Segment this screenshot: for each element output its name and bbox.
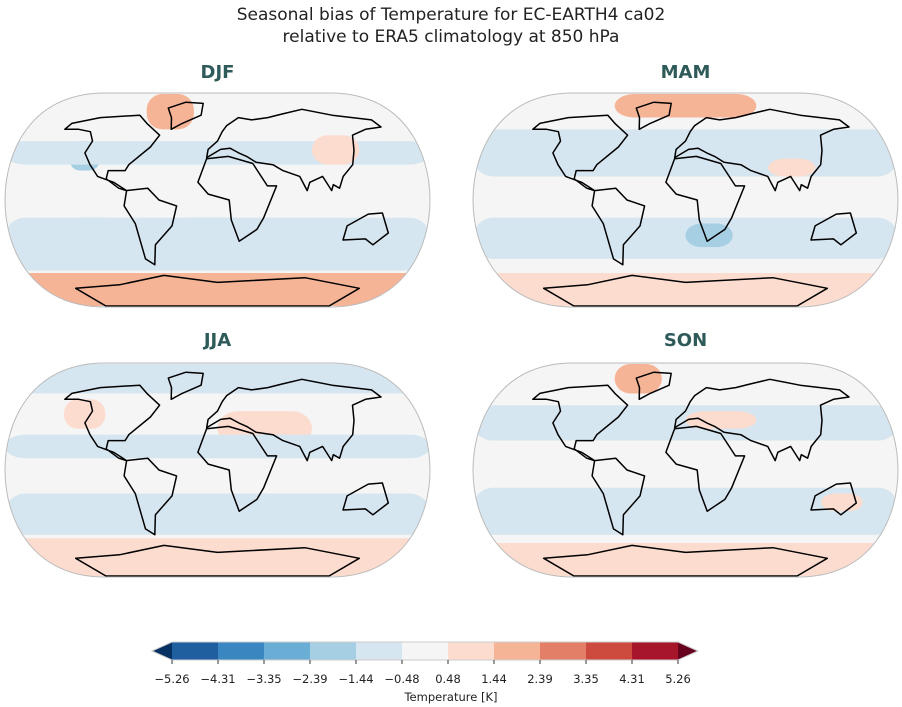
bias-region <box>5 141 430 165</box>
coastline-eurasia <box>205 108 382 192</box>
panel-title-mam: MAM <box>660 62 711 83</box>
coastline-antarctica <box>74 274 361 307</box>
map-boundary <box>4 362 431 578</box>
colorbar-segment <box>218 642 265 660</box>
coastline-north-america <box>532 114 629 192</box>
colorbar-under-arrow <box>152 642 172 660</box>
coastline-north-america <box>64 384 161 462</box>
map-djf <box>4 92 431 308</box>
map-boundary <box>4 92 431 308</box>
colorbar-segment <box>402 642 449 660</box>
coastline-africa <box>197 425 278 512</box>
colorbar-segment <box>586 642 633 660</box>
coastline-eurasia <box>673 108 850 192</box>
colorbar-tick-label: −0.48 <box>384 672 420 686</box>
coastline-greenland <box>635 101 672 131</box>
coastline-south-america <box>591 187 646 266</box>
colorbar-label: Temperature [K] <box>404 690 498 704</box>
coastline-australia <box>342 212 390 246</box>
colorbar-segment <box>264 642 311 660</box>
colorbar-tick-label: −4.31 <box>200 672 236 686</box>
bias-region <box>5 364 430 394</box>
colorbar-tick-label: 2.39 <box>527 672 553 686</box>
coastline-eurasia <box>205 378 382 462</box>
colorbar-segment <box>540 642 587 660</box>
colorbar <box>150 641 700 664</box>
colorbar-segment <box>356 642 403 660</box>
colorbar-tick-label: −1.44 <box>338 672 374 686</box>
bias-region <box>473 487 898 535</box>
coastline-africa <box>665 425 746 512</box>
bias-region <box>685 223 733 248</box>
colorbar-segment <box>448 642 495 660</box>
colorbar-tick-label: 1.44 <box>481 672 507 686</box>
bias-region <box>473 217 898 259</box>
panel-title-son: SON <box>663 330 708 351</box>
bias-region <box>614 94 757 118</box>
map-mam <box>472 92 899 308</box>
map-boundary <box>472 92 899 308</box>
panel-title-djf: DJF <box>200 62 235 83</box>
bias-region <box>685 411 757 429</box>
coastline-south-america <box>591 457 646 536</box>
coastline-australia <box>342 482 390 516</box>
coastline-antarctica <box>542 274 829 307</box>
coastline-antarctica <box>542 544 829 577</box>
coastline-africa <box>197 155 278 242</box>
bias-region <box>5 217 430 271</box>
coastline-greenland <box>167 101 204 131</box>
map-jja <box>4 362 431 578</box>
coastline-north-america <box>532 384 629 462</box>
coastline-australia <box>810 212 858 246</box>
panel-title-jja: JJA <box>203 330 232 351</box>
coastline-greenland <box>635 371 672 401</box>
bias-region <box>473 405 898 441</box>
coastline-australia <box>810 482 858 516</box>
bias-region <box>5 434 430 459</box>
map-boundary <box>472 362 899 578</box>
colorbar-tick-label: −5.26 <box>154 672 190 686</box>
colorbar-segment <box>494 642 541 660</box>
bias-region <box>473 129 898 177</box>
coastline-eurasia <box>673 378 850 462</box>
coastline-africa <box>665 155 746 242</box>
map-son <box>472 362 899 578</box>
bias-region <box>768 158 816 177</box>
coastline-south-america <box>123 187 178 266</box>
bias-region <box>5 538 430 576</box>
bias-region <box>614 364 662 394</box>
coastline-antarctica <box>74 544 361 577</box>
colorbar-tick-label: −3.35 <box>246 672 282 686</box>
colorbar-over-arrow <box>678 642 698 660</box>
colorbar-segment <box>632 642 679 660</box>
bias-region <box>64 399 106 429</box>
colorbar-tick-label: 3.35 <box>573 672 599 686</box>
bias-region <box>5 493 430 535</box>
colorbar-tick-label: 0.48 <box>435 672 461 686</box>
colorbar-segment <box>172 642 219 660</box>
colorbar-tick-label: −2.39 <box>292 672 328 686</box>
coastline-north-america <box>64 114 161 192</box>
figure-title-line1: Seasonal bias of Temperature for EC-EART… <box>236 5 666 25</box>
coastline-greenland <box>167 371 204 401</box>
coastline-south-america <box>123 457 178 536</box>
colorbar-tick-label: 5.26 <box>665 672 691 686</box>
colorbar-tick-label: 4.31 <box>619 672 645 686</box>
colorbar-segment <box>310 642 357 660</box>
bias-region <box>311 135 360 165</box>
figure-title-line2: relative to ERA5 climatology at 850 hPa <box>282 27 620 47</box>
